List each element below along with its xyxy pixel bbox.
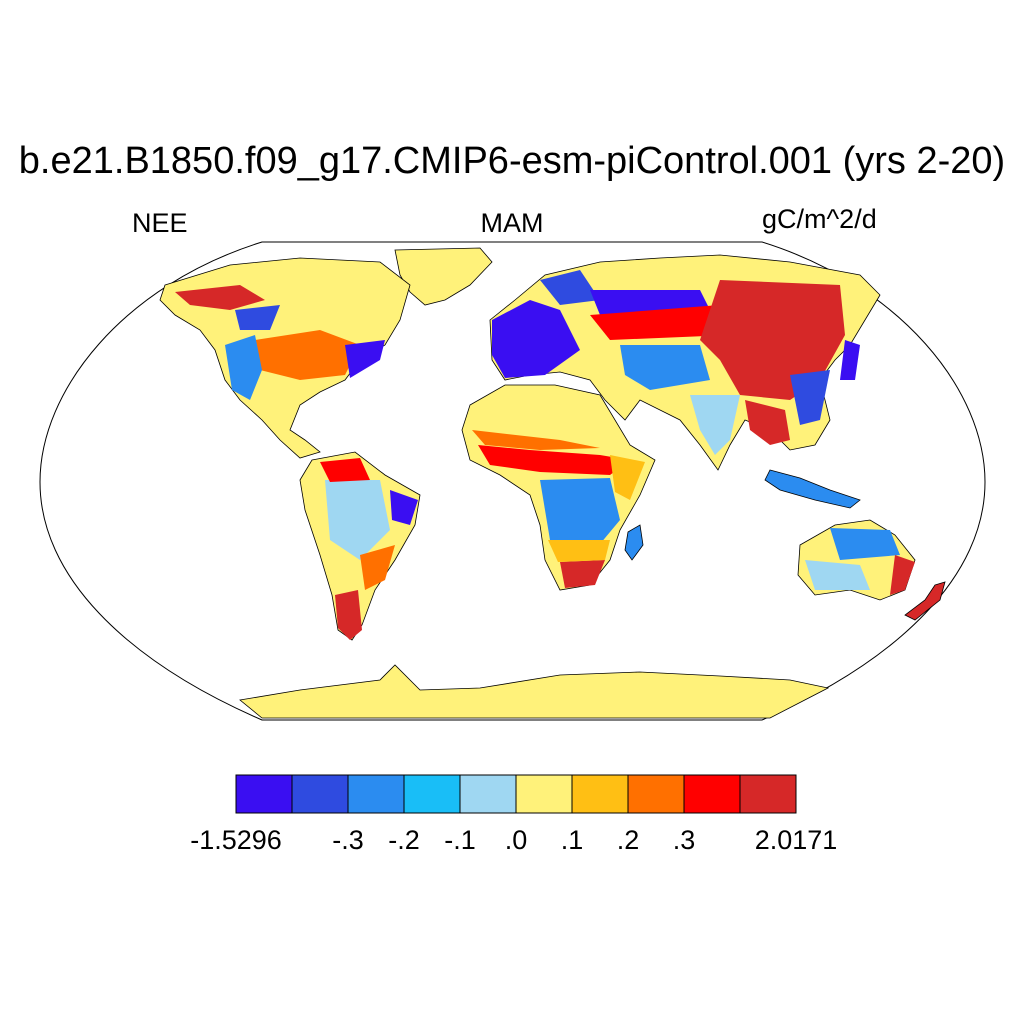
colorbar-tick-label: -.3: [332, 825, 364, 855]
na-blue-west: [225, 335, 262, 400]
asia-red-large: [700, 280, 845, 400]
colorbar-segment: [459, 774, 517, 814]
sa-blue-east: [390, 490, 418, 525]
sahel-red: [478, 445, 630, 475]
central-africa-blue: [540, 478, 620, 550]
colorbar-tick-label: .3: [673, 825, 696, 855]
east-africa-orange: [610, 455, 645, 500]
colorbar-tick-label: .2: [617, 825, 640, 855]
scandinavia-blue: [540, 270, 600, 305]
colorbar-segment: [627, 774, 685, 814]
antarctica: [239, 664, 830, 719]
colorbar-tick-label: -.1: [444, 825, 476, 855]
japan-blue: [840, 340, 860, 380]
new-zealand: [904, 581, 946, 621]
variable-label: NEE: [132, 208, 188, 238]
sa-red-south: [335, 590, 362, 640]
australia-east-red: [890, 555, 915, 595]
colorbar-segment: [683, 774, 741, 814]
colorbar-segment: [235, 774, 293, 814]
colorbar-tick-label: .0: [505, 825, 528, 855]
na-mid-blue: [235, 305, 280, 330]
sa-blue-center: [325, 480, 390, 560]
indonesia: [764, 469, 861, 509]
colorbar-segment: [347, 774, 405, 814]
sa-red-north: [320, 458, 370, 482]
na-red-band: [255, 330, 360, 380]
colorbar-tick-label: 2.0171: [755, 825, 838, 855]
map-title: b.e21.B1850.f09_g17.CMIP6-esm-piControl.…: [18, 140, 1006, 182]
russia-red: [590, 305, 730, 340]
colorbar-tick-label: -.2: [388, 825, 420, 855]
colorbar-segment: [403, 774, 461, 814]
india-blue: [690, 395, 740, 455]
colorbar-tick-labels: -1.5296 -.3 -.2 -.1 .0 .1 .2 .3 2.0171: [190, 825, 837, 855]
china-blue: [790, 370, 830, 425]
south-africa-yellow: [548, 540, 610, 562]
colorbar-tick-label: -1.5296: [190, 825, 282, 855]
na-blue-east: [345, 340, 385, 378]
colorbar-segment: [515, 774, 573, 814]
colorbar-segment: [571, 774, 629, 814]
season-label: MAM: [480, 208, 544, 238]
nee-patterns: [175, 270, 915, 640]
colorbar-tick-label: .1: [561, 825, 584, 855]
europe-blue: [492, 300, 580, 378]
colorbar-segment: [291, 774, 349, 814]
australia-south-blue: [805, 560, 870, 590]
units-label: gC/m^2/d: [762, 204, 877, 234]
south-africa-red: [560, 560, 605, 588]
sahel-orange: [472, 430, 600, 450]
madagascar: [624, 524, 644, 561]
na-north-red: [175, 285, 265, 310]
colorbar-segment: [739, 774, 797, 814]
australia-north-blue: [830, 528, 900, 560]
se-asia-red: [745, 400, 790, 445]
colorbar: [235, 774, 797, 814]
sa-orange-band: [360, 545, 395, 590]
central-asia-blue: [620, 345, 710, 390]
